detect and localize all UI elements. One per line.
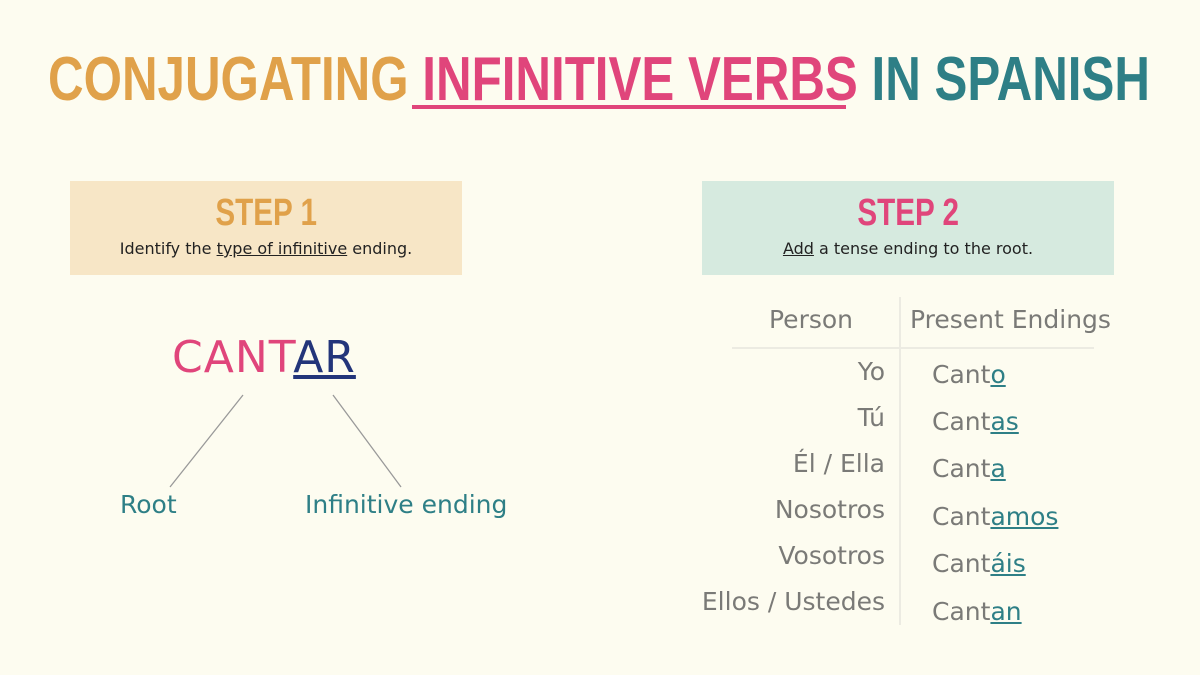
verb-cantar: CANTAR: [172, 332, 356, 383]
ending-cell: Cantan: [932, 597, 1022, 627]
ending-cell: Canta: [932, 454, 1006, 484]
verb-stem: Cant: [932, 502, 991, 531]
table-vertical-divider: [899, 297, 901, 625]
verb-suffix: as: [990, 407, 1019, 436]
verb-suffix: áis: [990, 549, 1026, 578]
verb-suffix: amos: [990, 502, 1059, 531]
ending-label: Infinitive ending: [305, 490, 508, 519]
verb-root: CANT: [172, 332, 294, 383]
verb-suffix: o: [990, 360, 1006, 389]
page-title: CONJUGATING INFINITIVE VERBS IN SPANISH: [48, 45, 1150, 114]
step1-instruction: Identify the type of infinitive ending.: [70, 239, 462, 258]
root-line: [169, 394, 244, 488]
person-cell: Nosotros: [774, 495, 885, 524]
verb-ending: AR: [293, 332, 356, 383]
ending-cell: Cantáis: [932, 549, 1026, 579]
verb-stem: Cant: [932, 549, 991, 578]
person-cell: Yo: [857, 357, 885, 386]
title-part-3: IN SPANISH: [858, 45, 1150, 114]
verb-stem: Cant: [932, 407, 991, 436]
step1-heading: STEP 1: [215, 192, 317, 234]
step2-instruction-end: a tense ending to the root.: [813, 239, 1034, 258]
step1-box: STEP 1 Identify the type of infinitive e…: [70, 181, 462, 275]
verb-stem: Cant: [932, 360, 991, 389]
verb-suffix: an: [990, 597, 1022, 626]
ending-cell: Cantas: [932, 407, 1019, 437]
ending-cell: Cantamos: [932, 502, 1058, 532]
step2-instruction: Add a tense ending to the root.: [702, 239, 1114, 258]
title-part-2: INFINITIVE VERBS: [422, 45, 858, 114]
step1-instruction-start: Identify the: [119, 239, 217, 258]
person-cell: Ellos / Ustedes: [701, 587, 885, 616]
table-header-divider: [732, 347, 1094, 349]
step2-heading: STEP 2: [857, 192, 959, 234]
step1-instruction-end: ending.: [347, 239, 413, 258]
header-present-endings: Present Endings: [910, 305, 1111, 334]
connector-lines: [169, 394, 402, 488]
root-label: Root: [120, 490, 177, 519]
svg-text:CONJUGATING INFINITIVE VERBS I: CONJUGATING INFINITIVE VERBS IN SPANISH: [48, 45, 1150, 114]
header-person: Person: [769, 305, 854, 334]
verb-stem: Cant: [932, 454, 991, 483]
person-cell: Tú: [857, 403, 885, 432]
step1-instruction-underlined: type of infinitive: [216, 239, 348, 258]
verb-suffix: a: [990, 454, 1006, 483]
ending-line: [332, 394, 402, 488]
verb-stem: Cant: [932, 597, 991, 626]
step2-box: STEP 2 Add a tense ending to the root.: [702, 181, 1114, 275]
person-cell: Él / Ella: [792, 449, 885, 478]
ending-cell: Canto: [932, 360, 1006, 390]
title-part-1: CONJUGATING: [48, 45, 422, 114]
person-cell: Vosotros: [778, 541, 885, 570]
step2-instruction-underlined: Add: [782, 239, 814, 258]
